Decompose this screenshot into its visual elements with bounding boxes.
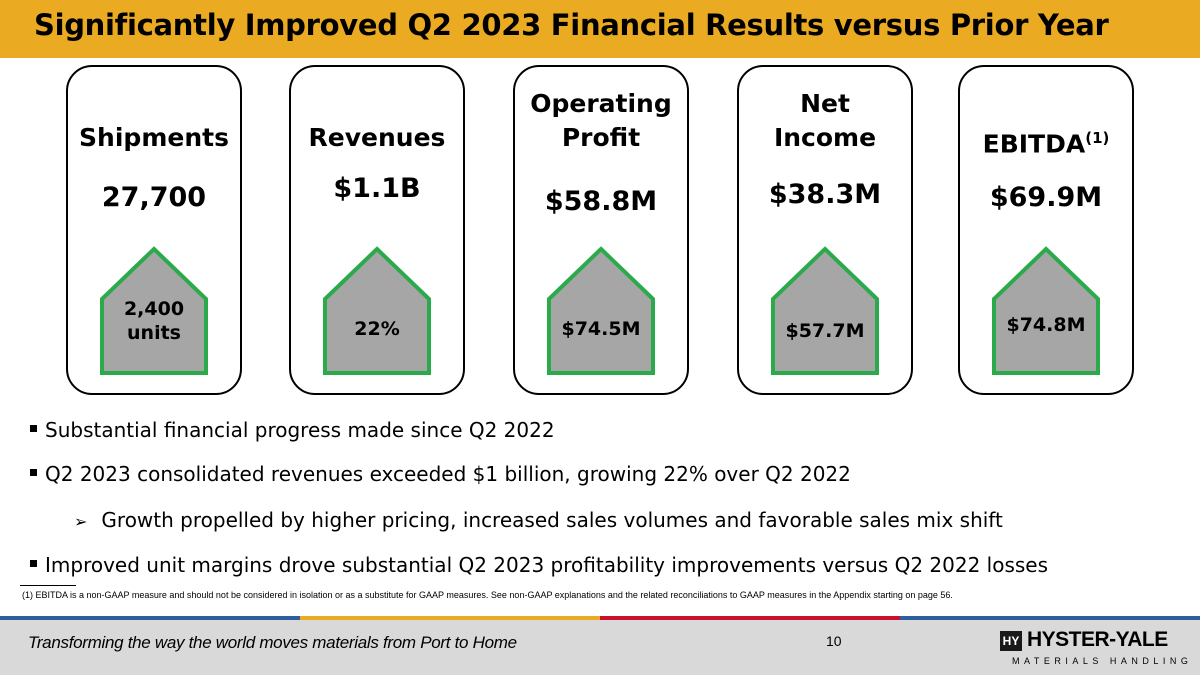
metric-name-line2: Revenues: [308, 123, 446, 152]
metric-value: $58.8M: [544, 186, 658, 217]
metric-value: 27,700: [101, 182, 207, 213]
metric-name-line2: Shipments: [79, 123, 229, 152]
arrowhead-bullet-icon: ➢: [74, 512, 88, 531]
slide-title: Significantly Improved Q2 2023 Financial…: [34, 8, 1109, 42]
square-bullet-icon: [30, 425, 37, 432]
change-label-line2: units: [127, 322, 181, 344]
up-arrow-house-icon: [323, 246, 431, 375]
metric-card-ebitda: EBITDA(1) $69.9M $74.8M: [958, 65, 1134, 395]
up-arrow-house-icon: [547, 246, 655, 375]
metric-name-line2: EBITDA(1): [960, 121, 1132, 161]
title-bar: [0, 0, 1200, 58]
metric-value: $69.9M: [989, 182, 1103, 213]
up-arrow-house-icon: [100, 246, 208, 375]
change-label-line1: 2,400: [123, 298, 185, 320]
change-label-line2: $74.8M: [1006, 314, 1086, 336]
metric-name-line2: Income: [773, 123, 877, 152]
up-arrow-house-icon: [992, 246, 1100, 375]
metric-card-operating-profit: Operating Profit $58.8M $74.5M: [513, 65, 689, 395]
up-arrow-house-icon: [771, 246, 879, 375]
change-label-line2: 22%: [354, 318, 400, 340]
sub-bullet-item: ➢ Growth propelled by higher pricing, inc…: [74, 508, 1003, 532]
bullet-text: Q2 2023 consolidated revenues exceeded $…: [45, 462, 851, 486]
bullet-text: Substantial financial progress made sinc…: [45, 418, 555, 442]
bullet-item: Q2 2023 consolidated revenues exceeded $…: [30, 462, 851, 486]
change-label-line2: $74.5M: [561, 318, 641, 340]
footer-tagline: Transforming the way the world moves mat…: [28, 633, 517, 652]
stripe-segment: [900, 616, 1200, 620]
metric-name-text: EBITDA: [982, 129, 1086, 159]
bullet-text: Improved unit margins drove substantial …: [45, 553, 1049, 577]
logo-wordmark: HYSTER-YALE: [1027, 628, 1168, 651]
footnote-divider: [20, 585, 76, 586]
footnote: (1) EBITDA is a non-GAAP measure and sho…: [22, 590, 953, 600]
logo-subtitle: MATERIALS HANDLING: [1012, 656, 1193, 666]
metric-card-shipments: Shipments 27,700 2,400 units: [66, 65, 242, 395]
metric-card-revenues: Revenues $1.1B 22%: [289, 65, 465, 395]
bullet-text: Growth propelled by higher pricing, incr…: [101, 508, 1003, 532]
change-label-line2: $57.7M: [785, 320, 865, 342]
page-number: 10: [826, 633, 842, 649]
square-bullet-icon: [30, 469, 37, 476]
hyster-yale-logo-icon: HY: [1000, 631, 1022, 651]
stripe-segment: [600, 616, 900, 620]
metric-name-line1: Operating: [530, 89, 672, 118]
metric-value: $38.3M: [768, 179, 882, 210]
stripe-segment: [300, 616, 600, 620]
metric-card-net-income: Net Income $38.3M $57.7M: [737, 65, 913, 395]
square-bullet-icon: [30, 560, 37, 567]
metric-name-line1: Net: [800, 89, 850, 118]
bullet-item: Substantial financial progress made sinc…: [30, 418, 555, 442]
metric-name-line2: Profit: [561, 123, 641, 152]
metric-value: $1.1B: [333, 173, 421, 204]
footnote-marker: (1): [1085, 129, 1110, 147]
stripe-segment: [0, 616, 300, 620]
bullet-item: Improved unit margins drove substantial …: [30, 553, 1048, 577]
